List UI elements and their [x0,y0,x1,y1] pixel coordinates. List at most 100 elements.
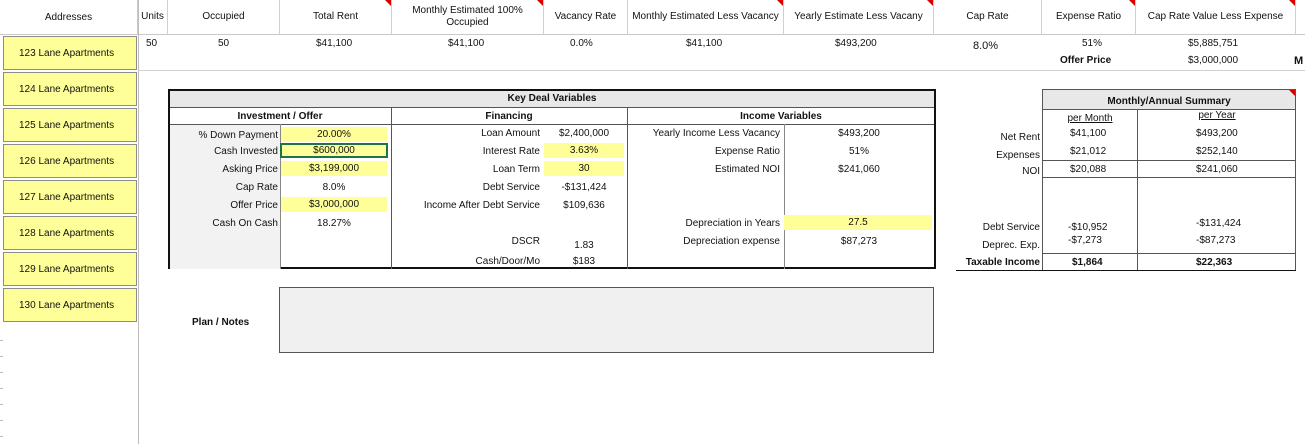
cap-rate-value[interactable]: 8.0% [322,182,346,193]
noi-month[interactable]: $20,088 [1070,164,1107,175]
offer-price-input[interactable]: $3,000,000 [281,197,387,212]
depreciation-years-input[interactable]: 27.5 [784,215,932,230]
header-yearly-est-less[interactable]: Yearly Estimate Less Vacany [784,0,934,34]
header-cap-rate-label: Cap Rate [966,11,1009,22]
debt-service-year[interactable]: -$131,424 [1196,218,1242,229]
header-monthly-est-100[interactable]: Monthly Estimated 100% Occupied [392,0,544,34]
cell-monthly-est-less[interactable]: $41,100 [686,38,723,49]
loan-amount-label: Loan Amount [481,128,540,139]
investment-offer-title: Investment / Offer [237,111,323,122]
header-vacancy-rate[interactable]: Vacancy Rate [544,0,628,34]
header-expense-ratio-label: Expense Ratio [1055,11,1122,22]
loan-term-input[interactable]: 30 [544,161,624,176]
asking-price-input[interactable]: $3,199,000 [281,161,387,176]
expenses-month[interactable]: $21,012 [1070,146,1107,157]
taxable-income-year[interactable]: $22,363 [1196,257,1233,268]
taxable-income-underline [956,270,1296,271]
cell-yearly-est-less[interactable]: $493,200 [835,38,877,49]
cell-cap-rate-value[interactable]: $5,885,751 [1188,38,1239,49]
address-label: 123 Lane Apartments [19,47,115,59]
address-label: 124 Lane Apartments [19,83,115,95]
cell-vacancy-rate[interactable]: 0.0% [570,38,593,49]
cash-door-mo-value[interactable]: $183 [572,256,596,267]
debt-service-value[interactable]: -$131,424 [561,182,607,193]
dscr-value[interactable]: 1.83 [574,240,594,251]
plan-notes-label: Plan / Notes [192,317,250,328]
cap-rate-label: Cap Rate [235,182,278,193]
loan-term-label: Loan Term [492,164,540,175]
gridline [0,436,3,437]
header-yearly-est-less-label: Yearly Estimate Less Vacany [794,11,923,22]
monthly-annual-summary-panel: Monthly/Annual Summary [1042,89,1296,271]
noi-year[interactable]: $241,060 [1196,164,1238,175]
cash-on-cash-value[interactable]: 18.27% [317,218,351,229]
debt-service-month[interactable]: -$10,952 [1068,222,1108,233]
key-deal-title: Key Deal Variables [507,93,597,104]
header-occupied[interactable]: Occupied [168,0,280,34]
depreciation-years-label: Depreciation in Years [685,218,780,229]
address-label: 127 Lane Apartments [19,191,115,203]
header-addresses[interactable]: Addresses [0,0,138,34]
per-month-header: per Month [1067,113,1113,124]
offer-price-label-kdv: Offer Price [230,200,278,211]
net-rent-year[interactable]: $493,200 [1196,128,1238,139]
header-occupied-label: Occupied [202,11,245,22]
address-cell[interactable]: 127 Lane Apartments [3,180,137,214]
income-after-debt-value[interactable]: $109,636 [563,200,605,211]
net-rent-label: Net Rent [1000,132,1040,143]
gridline [0,372,3,373]
net-rent-month[interactable]: $41,100 [1070,128,1107,139]
financing-title: Financing [485,111,533,122]
address-cell[interactable]: 124 Lane Apartments [3,72,137,106]
address-cell[interactable]: 126 Lane Apartments [3,144,137,178]
cell-cap-rate[interactable]: 8.0% [973,40,999,52]
dscr-label: DSCR [511,236,540,247]
address-label: 126 Lane Apartments [19,155,115,167]
address-cell[interactable]: 125 Lane Apartments [3,108,137,142]
header-monthly-est-less[interactable]: Monthly Estimated Less Vacancy [628,0,784,34]
expenses-label: Expenses [996,150,1040,161]
down-payment-input[interactable]: 20.00% [281,127,387,142]
per-year-header: per Year [1198,110,1236,121]
expense-ratio-value[interactable]: 51% [848,146,869,157]
estimated-noi-value[interactable]: $241,060 [838,164,880,175]
summary-row-divider [1043,177,1295,178]
address-cell[interactable]: 128 Lane Apartments [3,216,137,250]
header-cap-rate[interactable]: Cap Rate [934,0,1042,34]
depreciation-expense-label: Depreciation expense [683,236,780,247]
header-units[interactable]: Units [138,0,168,34]
header-total-rent[interactable]: Total Rent [280,0,392,34]
header-expense-ratio[interactable]: Expense Ratio [1042,0,1136,34]
deprec-exp-month[interactable]: -$7,273 [1068,235,1102,246]
column-header-row: Units Occupied Total Rent Monthly Estima… [0,0,1305,35]
expenses-year[interactable]: $252,140 [1196,146,1238,157]
taxable-income-month[interactable]: $1,864 [1072,257,1103,268]
interest-rate-input[interactable]: 3.63% [544,143,624,158]
address-cell[interactable]: 123 Lane Apartments [3,36,137,70]
yearly-income-label: Yearly Income Less Vacancy [652,128,780,139]
gridline [0,356,3,357]
offer-price-value[interactable]: $3,000,000 [1188,55,1239,66]
header-units-label: Units [141,11,164,22]
cell-units[interactable]: 50 [146,38,158,49]
cell-expense-ratio[interactable]: 51% [1082,38,1103,49]
yearly-income-value[interactable]: $493,200 [838,128,880,139]
cell-total-rent[interactable]: $41,100 [316,38,353,49]
plan-notes-field[interactable] [279,287,934,353]
address-cell[interactable]: 130 Lane Apartments [3,288,137,322]
summary-title-bar [1043,90,1295,110]
down-payment-label: % Down Payment [198,130,278,141]
deprec-exp-year[interactable]: -$87,273 [1196,235,1236,246]
column-divider [280,124,281,269]
address-label: 130 Lane Apartments [19,299,115,311]
header-cap-rate-value[interactable]: Cap Rate Value Less Expense [1136,0,1296,34]
depreciation-expense-value[interactable]: $87,273 [840,236,878,247]
cell-occupied[interactable]: 50 [218,38,230,49]
income-after-debt-label: Income After Debt Service [423,200,540,211]
address-cell[interactable]: 129 Lane Apartments [3,252,137,286]
cash-invested-input-selected[interactable]: $600,000 [280,143,388,158]
cell-monthly-est-100[interactable]: $41,100 [448,38,485,49]
address-label: 129 Lane Apartments [19,263,115,275]
row-divider [138,70,1305,71]
loan-amount-value[interactable]: $2,400,000 [558,128,610,139]
